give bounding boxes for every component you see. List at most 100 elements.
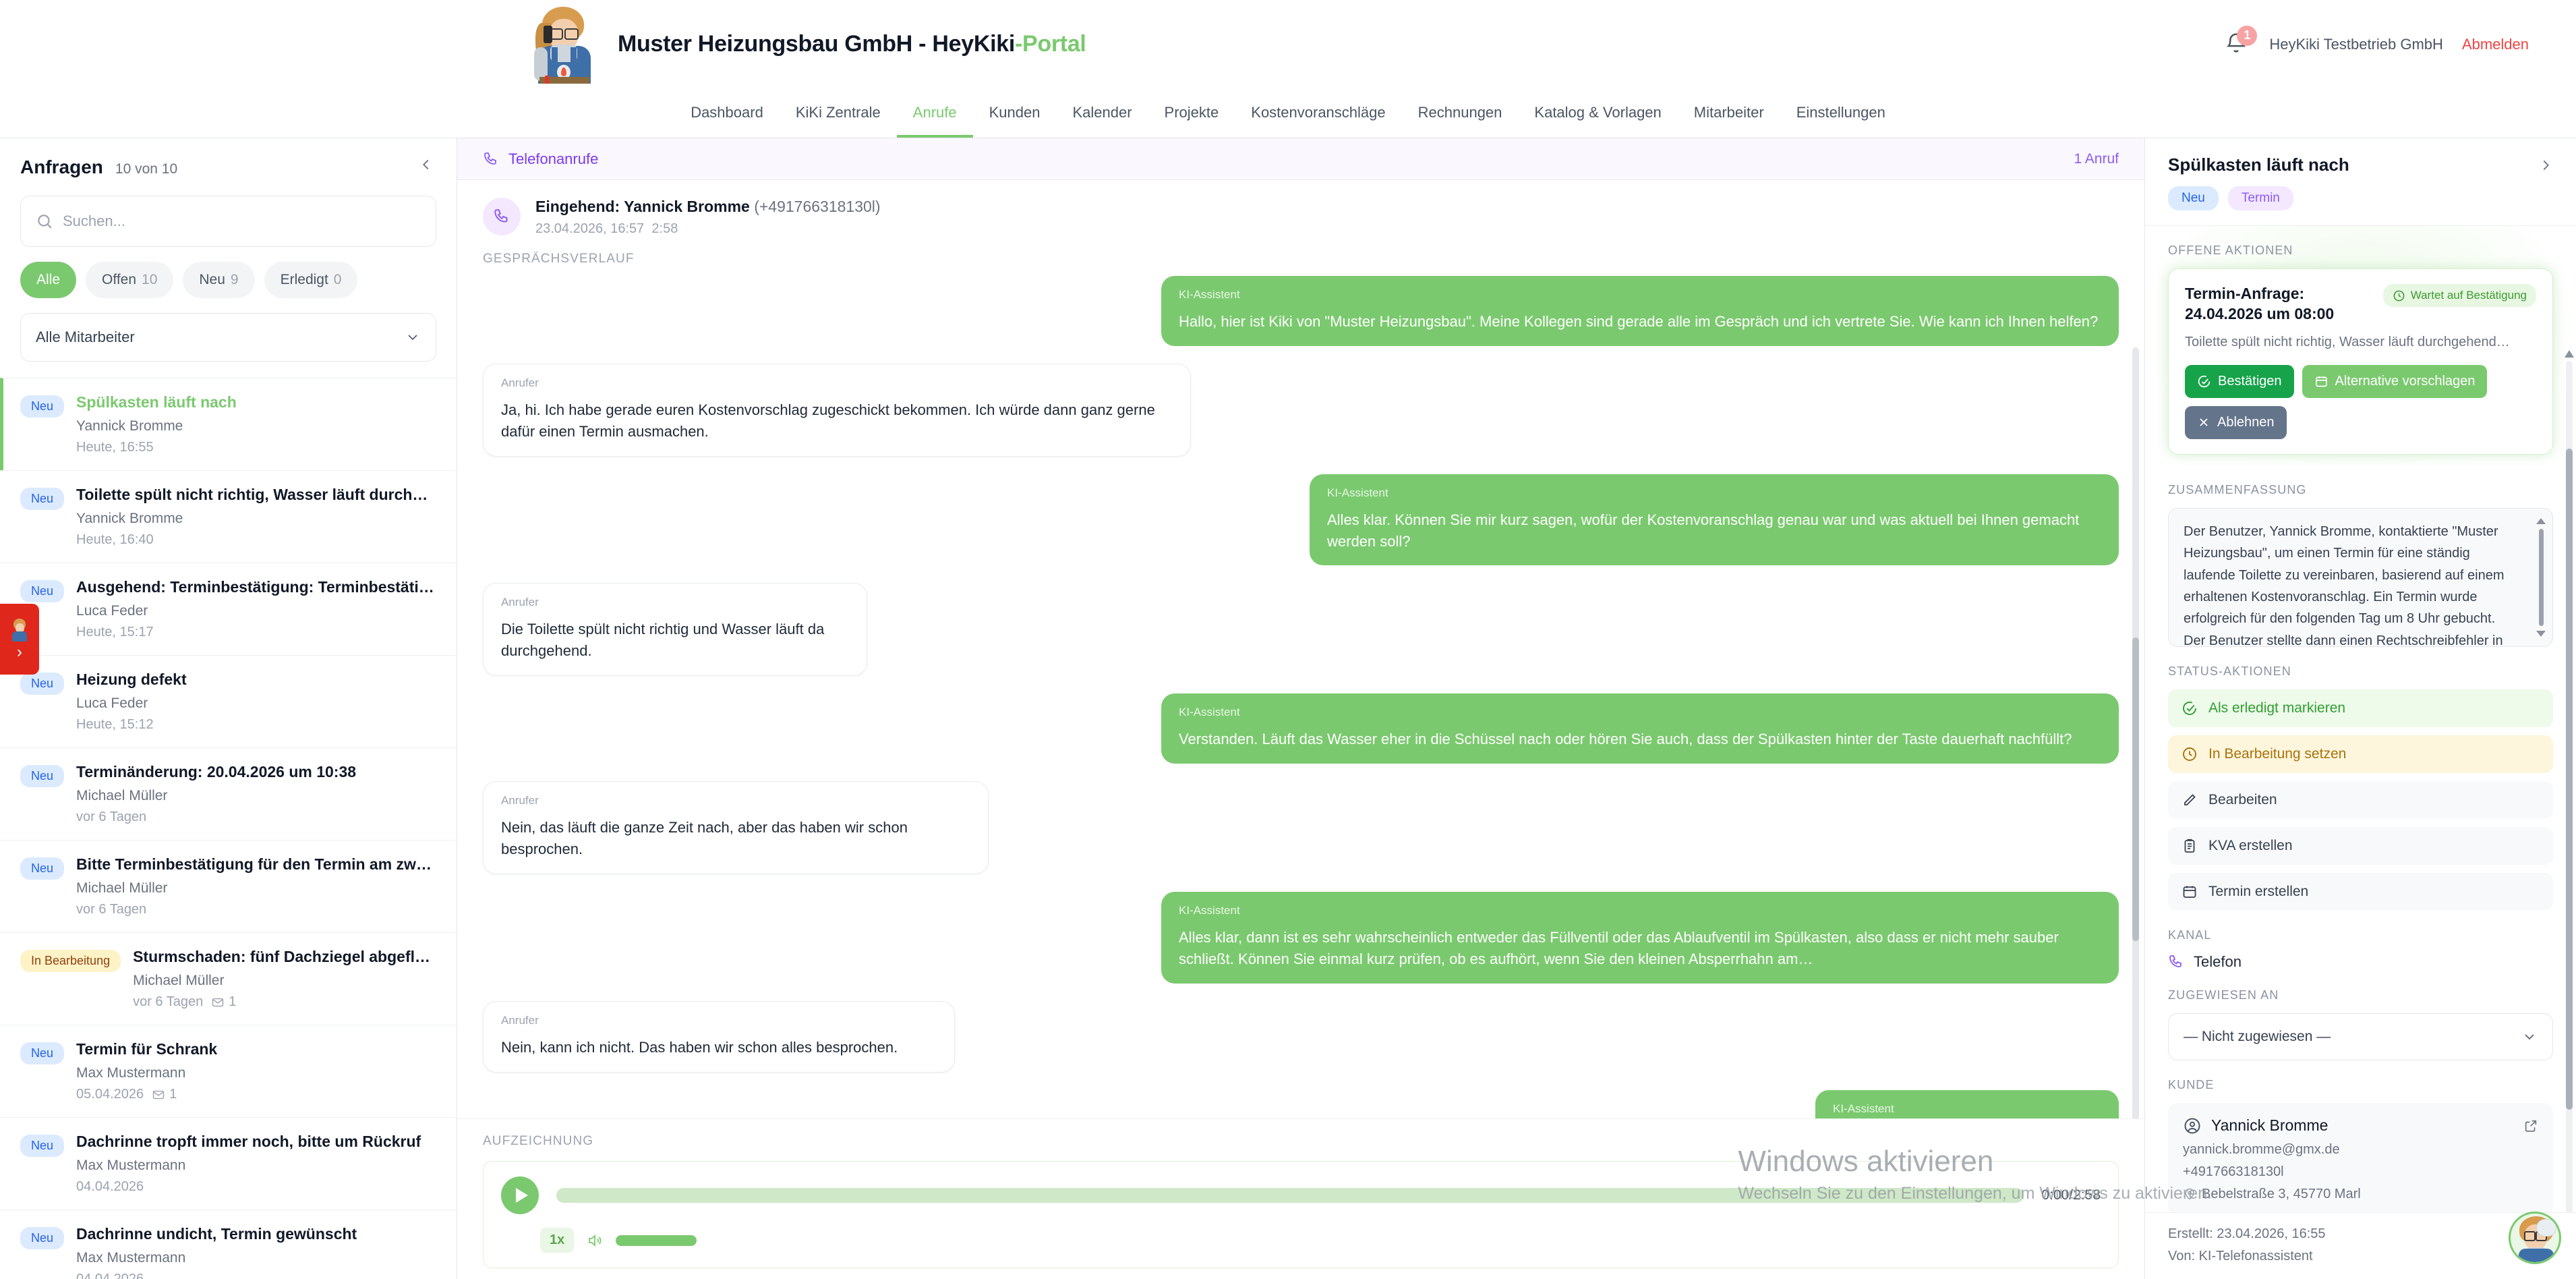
summary-scrollbar[interactable]: [2536, 517, 2546, 637]
list-item[interactable]: Neu Bitte Terminbestätigung für den Termi…: [0, 840, 457, 932]
list-item-meta: vor 6 Tagen: [76, 809, 436, 825]
message-text: Die Toilette spült nicht richtig und Was…: [501, 621, 825, 660]
kiki-assistant-tab[interactable]: ›: [0, 604, 39, 675]
message-text: Hallo, hier ist Kiki von "Muster Heizung…: [1179, 313, 2099, 330]
summary-box[interactable]: Der Benutzer, Yannick Bromme, kontaktier…: [2168, 507, 2553, 647]
created-text: Erstellt: 23.04.2026, 16:55: [2168, 1226, 2326, 1241]
kanal-row: Telefon: [2168, 953, 2553, 971]
nav-item-kostenvoranschl-ge[interactable]: Kostenvoranschläge: [1251, 104, 1386, 121]
search-input[interactable]: [63, 212, 421, 230]
status-action-label: Als erledigt markieren: [2208, 700, 2346, 716]
message-speaker: Anrufer: [501, 794, 539, 807]
list-item-time: vor 6 Tagen: [133, 994, 204, 1009]
playback-speed-button[interactable]: 1x: [540, 1228, 575, 1253]
message-speaker: Anrufer: [501, 1013, 539, 1027]
list-item-subject: Bitte Terminbestätigung für den Termin a…: [76, 855, 436, 873]
nav-item-mitarbeiter[interactable]: Mitarbeiter: [1693, 104, 1764, 121]
caller-message-bubble: Anrufer Nein, kann ich nicht. Das haben w…: [483, 1000, 955, 1073]
list-item[interactable]: Neu Terminänderung: 20.04.2026 um 10:38 Mi…: [0, 747, 457, 840]
list-item-person: Max Mustermann: [76, 1250, 186, 1266]
list-item[interactable]: Neu Termin für Schrank Max Mustermann 05.04…: [0, 1025, 457, 1117]
calendar-icon: [2315, 376, 2327, 387]
transcript-message: Anrufer Nein, kann ich nicht. Das haben w…: [483, 1000, 2119, 1073]
filter-chip-erledigt[interactable]: Erledigt 0: [264, 262, 358, 298]
nav-item-kalender[interactable]: Kalender: [1072, 104, 1132, 121]
clock-icon: [2393, 290, 2405, 301]
nav-item-kunden[interactable]: Kunden: [989, 104, 1041, 121]
scroll-up-arrow-icon[interactable]: [2536, 517, 2546, 524]
nav-item-einstellungen[interactable]: Einstellungen: [1796, 104, 1885, 121]
employee-filter-select[interactable]: Alle Mitarbeiter: [20, 313, 436, 362]
clipboard-icon: [2184, 839, 2195, 853]
scroll-up-arrow-icon[interactable]: [2565, 350, 2574, 358]
user-circle-icon: [2184, 1118, 2200, 1134]
transcript-scrollbar[interactable]: [2132, 347, 2139, 1118]
detail-scrollbar[interactable]: [2565, 350, 2574, 1212]
message-text: Nein, das läuft die ganze Zeit nach, abe…: [501, 819, 908, 858]
list-item[interactable]: Neu Spülkasten läuft nach Yannick Bromme He…: [0, 378, 457, 470]
nav-item-anrufe[interactable]: Anrufe: [896, 104, 973, 138]
reject-appointment-button[interactable]: Ablehnen: [2185, 405, 2287, 439]
nav-item-katalog-vorlagen[interactable]: Katalog & Vorlagen: [1534, 104, 1662, 121]
detail-tag-termin: Termin: [2227, 186, 2293, 210]
confirm-appointment-button[interactable]: Bestätigen: [2185, 364, 2294, 398]
appointment-request-subject: Toilette spült nicht richtig, Wasser läu…: [2185, 334, 2510, 349]
detail-panel: Spülkasten läuft nach Neu Termin OFFENE A…: [2144, 138, 2576, 1279]
list-item[interactable]: Neu Ausgehend: Terminbestätigung: Terminb…: [0, 563, 457, 655]
appointment-request-datetime: 24.04.2026 um 08:00: [2185, 304, 2335, 322]
collapse-sidebar-button[interactable]: [416, 156, 436, 173]
call-phone-number: (+491766318130l): [754, 198, 881, 215]
customer-address-row: Bebelstraße 3, 45770 Marl: [2183, 1187, 2538, 1202]
filter-chip-neu[interactable]: Neu 9: [183, 262, 255, 298]
transcript-messages[interactable]: KI-Assistent Hallo, hier ist Kiki von "Mu…: [457, 266, 2144, 1118]
status-action-bearbeiten[interactable]: Bearbeiten: [2168, 780, 2553, 819]
list-item[interactable]: In Bearbeitung Sturmschaden: fünf Dachzie…: [0, 932, 457, 1025]
status-action-als-erledigt-markieren[interactable]: Als erledigt markieren: [2168, 689, 2553, 727]
list-item[interactable]: Neu Toilette spült nicht richtig, Wasser …: [0, 470, 457, 563]
list-item[interactable]: Neu Dachrinne undicht, Termin gewünscht Ma…: [0, 1210, 457, 1279]
detail-title: Spülkasten läuft nach: [2168, 154, 2349, 175]
nav-item-kiki-zentrale[interactable]: KiKi Zentrale: [795, 104, 881, 121]
kiki-chat-button[interactable]: [2509, 1212, 2561, 1264]
assignee-select[interactable]: — Nicht zugewiesen —: [2168, 1013, 2553, 1060]
seek-slider[interactable]: [556, 1188, 2024, 1203]
message-speaker: KI-Assistent: [1833, 1102, 1894, 1115]
mail-icon: [152, 1090, 165, 1099]
expand-panel-button[interactable]: [2538, 157, 2553, 174]
filter-chip-label: Erledigt: [280, 272, 328, 287]
open-customer-button[interactable]: [2523, 1118, 2538, 1133]
status-action-kva-erstellen[interactable]: KVA erstellen: [2168, 826, 2553, 865]
filter-chip-alle[interactable]: Alle: [20, 262, 77, 298]
suggest-alternative-button[interactable]: Alternative vorschlagen: [2302, 364, 2488, 398]
list-item[interactable]: Neu Dachrinne tropft immer noch, bitte um…: [0, 1117, 457, 1210]
message-speaker: KI-Assistent: [1327, 486, 1388, 499]
list-item-person: Michael Müller: [133, 973, 225, 988]
logout-button[interactable]: Abmelden: [2461, 35, 2529, 53]
nav-item-rechnungen[interactable]: Rechnungen: [1417, 104, 1502, 121]
status-action-termin-erstellen[interactable]: Termin erstellen: [2168, 872, 2553, 911]
filter-chip-offen[interactable]: Offen 10: [86, 262, 174, 298]
nav-item-dashboard[interactable]: Dashboard: [691, 104, 763, 121]
scroll-down-arrow-icon[interactable]: [2536, 630, 2546, 637]
volume-icon[interactable]: [586, 1232, 604, 1249]
list-item[interactable]: Neu Heizung defekt Luca Feder Heute, 15:12: [0, 655, 457, 747]
channel-label: Telefonanrufe: [508, 150, 599, 167]
play-button[interactable]: [501, 1176, 539, 1214]
message-speaker: KI-Assistent: [1179, 288, 1240, 301]
kanal-value: Telefon: [2194, 953, 2242, 970]
requests-sidebar: Anfragen 10 von 10 AlleOffen10Neu9Erledi…: [0, 138, 457, 1279]
caller-message-bubble: Anrufer Nein, das läuft die ganze Zeit na…: [483, 781, 989, 874]
status-action-in-bearbeitung-setzen[interactable]: In Bearbeitung setzen: [2168, 735, 2553, 773]
detail-body[interactable]: OFFENE AKTIONEN Termin-Anfrage: 24.04.20…: [2145, 226, 2576, 1212]
list-item-person: Yannick Bromme: [76, 418, 183, 434]
volume-slider[interactable]: [616, 1234, 697, 1246]
list-item-time: Heute, 15:17: [76, 625, 154, 640]
search-box[interactable]: [20, 196, 436, 247]
status-badge: Neu: [20, 1042, 65, 1064]
call-duration: 2:58: [651, 221, 678, 236]
status-action-label: Termin erstellen: [2208, 883, 2309, 899]
customer-address: Bebelstraße 3, 45770 Marl: [2202, 1186, 2361, 1201]
notifications-button[interactable]: 1: [2223, 25, 2258, 59]
status-badge: Neu: [20, 1135, 65, 1157]
nav-item-projekte[interactable]: Projekte: [1164, 104, 1219, 121]
